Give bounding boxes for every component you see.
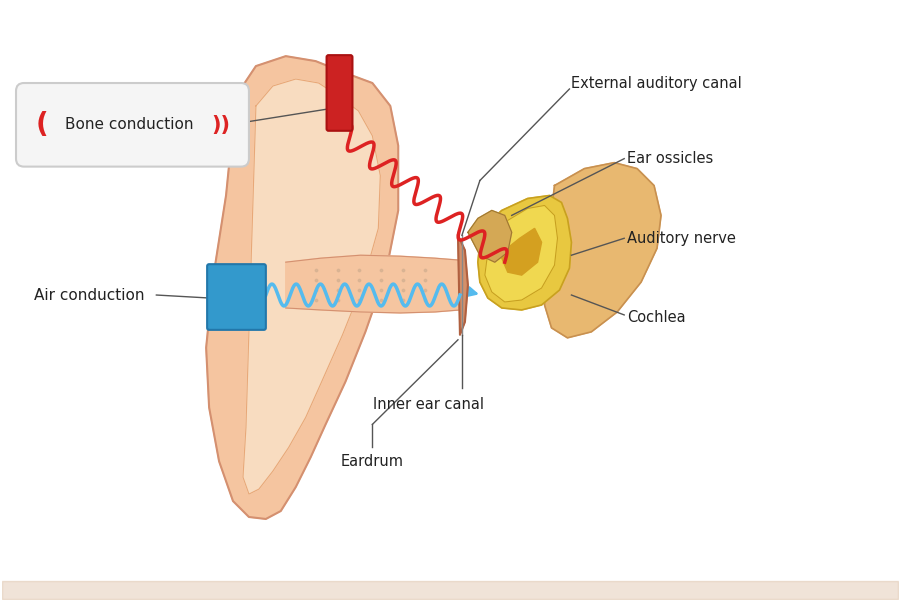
Polygon shape (485, 205, 557, 302)
FancyBboxPatch shape (16, 83, 249, 167)
Polygon shape (206, 56, 398, 519)
Polygon shape (286, 255, 460, 313)
Text: External auditory canal: External auditory canal (572, 76, 742, 91)
Text: Inner ear canal: Inner ear canal (373, 397, 483, 412)
Polygon shape (458, 235, 468, 335)
FancyBboxPatch shape (207, 264, 266, 330)
Text: Air conduction: Air conduction (34, 287, 144, 302)
Text: )): )) (212, 115, 230, 135)
Polygon shape (544, 163, 661, 338)
Text: Ear ossicles: Ear ossicles (627, 151, 714, 166)
Text: Eardrum: Eardrum (341, 454, 404, 469)
Text: Cochlea: Cochlea (627, 310, 686, 325)
Text: Auditory nerve: Auditory nerve (627, 231, 736, 246)
Polygon shape (478, 196, 572, 310)
Text: (: ( (35, 111, 49, 139)
Polygon shape (468, 211, 512, 262)
FancyBboxPatch shape (327, 55, 353, 131)
Polygon shape (502, 229, 542, 275)
Text: Bone conduction: Bone conduction (65, 118, 194, 133)
Polygon shape (243, 79, 381, 494)
